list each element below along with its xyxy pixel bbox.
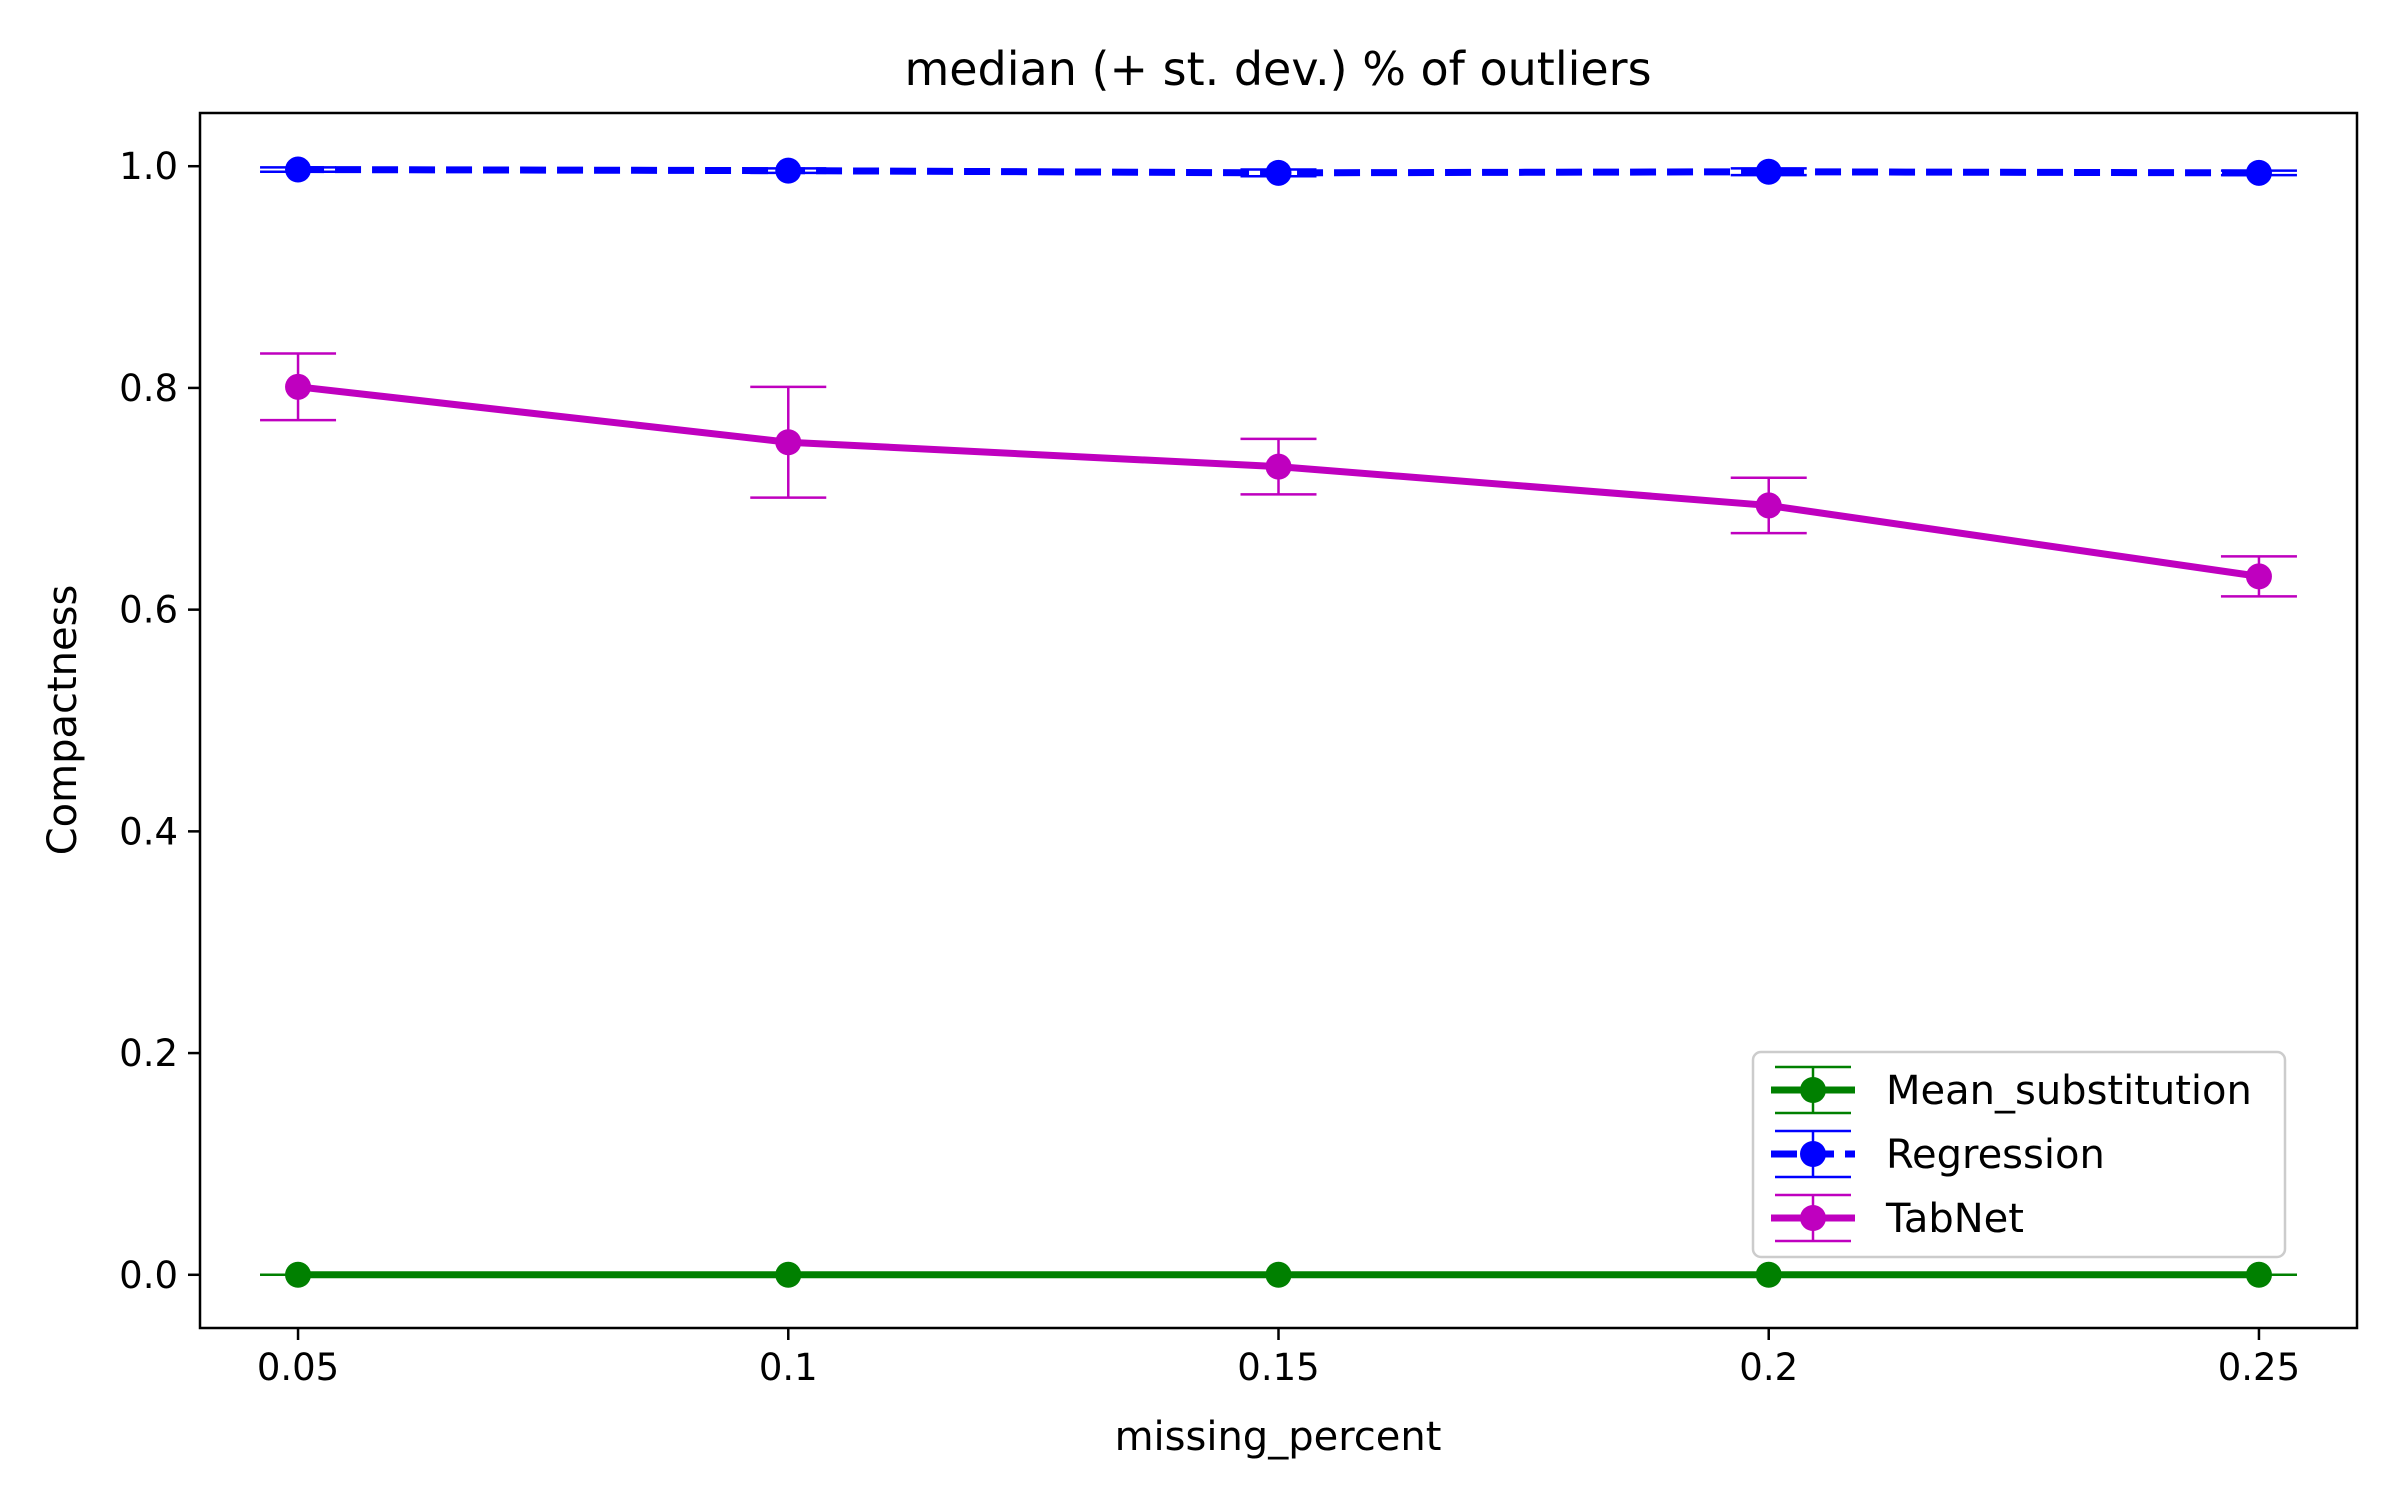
series-mean-substitution <box>260 1261 2297 1288</box>
data-point <box>1755 1261 1782 1288</box>
y-tick-label: 0.4 <box>119 810 178 853</box>
x-axis-label: missing_percent <box>1115 1414 1442 1460</box>
data-point <box>285 1261 312 1288</box>
legend: Mean_substitution Regression TabNet <box>1751 1050 2287 1259</box>
x-tick-label: 0.05 <box>257 1346 339 1389</box>
legend-box <box>1751 1050 2287 1259</box>
series-layer <box>260 156 2297 1288</box>
legend-item: TabNet <box>1771 1193 2024 1243</box>
x-tick-label: 0.15 <box>1237 1346 1319 1389</box>
chart-title: median (+ st. dev.) % of outliers <box>904 42 1651 96</box>
y-axis: 0.0 0.2 0.4 0.6 0.8 1.0 <box>119 145 200 1297</box>
legend-marker <box>1800 1077 1826 1103</box>
x-tick-label: 0.25 <box>2218 1346 2300 1389</box>
x-tick-label: 0.1 <box>759 1346 818 1389</box>
data-point <box>775 157 802 184</box>
data-point <box>775 1261 802 1288</box>
data-point <box>1755 492 1782 519</box>
x-axis: 0.05 0.1 0.15 0.2 0.25 <box>257 1328 2300 1389</box>
y-tick-label: 1.0 <box>119 145 178 188</box>
y-axis-label: Compactness <box>40 585 86 856</box>
y-tick-label: 0.8 <box>119 367 178 410</box>
series-regression <box>260 156 2297 186</box>
legend-marker <box>1800 1141 1826 1167</box>
data-point <box>775 429 802 456</box>
legend-label: Regression <box>1886 1132 2105 1178</box>
legend-label: TabNet <box>1885 1196 2024 1242</box>
x-tick-label: 0.2 <box>1739 1346 1798 1389</box>
y-tick-label: 0.0 <box>119 1254 178 1297</box>
data-point <box>2245 1261 2272 1288</box>
y-tick-label: 0.6 <box>119 589 178 632</box>
data-point <box>285 156 312 183</box>
data-point <box>1265 453 1292 480</box>
y-tick-label: 0.2 <box>119 1032 178 1075</box>
legend-item: Mean_substitution <box>1771 1065 2252 1115</box>
data-point <box>1755 158 1782 185</box>
legend-marker <box>1800 1205 1826 1231</box>
legend-item: Regression <box>1771 1129 2105 1179</box>
data-point <box>2245 159 2272 186</box>
plot-frame <box>198 111 2359 1330</box>
data-point <box>285 373 312 400</box>
data-point <box>2245 563 2272 590</box>
data-point <box>1265 159 1292 186</box>
series-tabnet <box>260 352 2297 598</box>
data-point <box>1265 1261 1292 1288</box>
legend-label: Mean_substitution <box>1886 1068 2252 1114</box>
